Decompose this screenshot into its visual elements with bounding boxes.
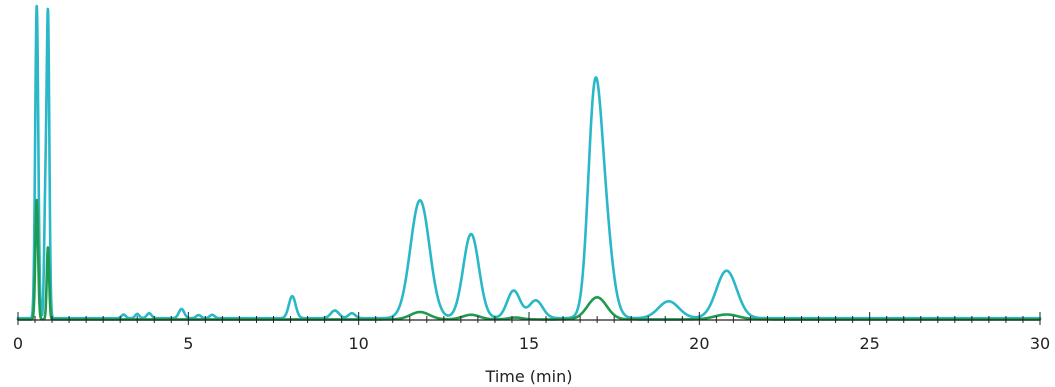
x-tick-label: 5 <box>183 334 193 353</box>
x-tick-label: 10 <box>348 334 368 353</box>
x-tick-label: 15 <box>519 334 539 353</box>
x-tick-label: 30 <box>1030 334 1050 353</box>
x-axis-ticks: 0 5 10 15 20 25 30 <box>13 312 1050 353</box>
series-line-2 <box>16 198 1042 321</box>
series-layer <box>16 4 1042 321</box>
x-axis-title: Time (min) <box>485 367 573 386</box>
series-line-1 <box>16 4 1042 320</box>
x-tick-label: 20 <box>689 334 709 353</box>
x-tick-label: 0 <box>13 334 23 353</box>
x-tick-label: 25 <box>859 334 879 353</box>
